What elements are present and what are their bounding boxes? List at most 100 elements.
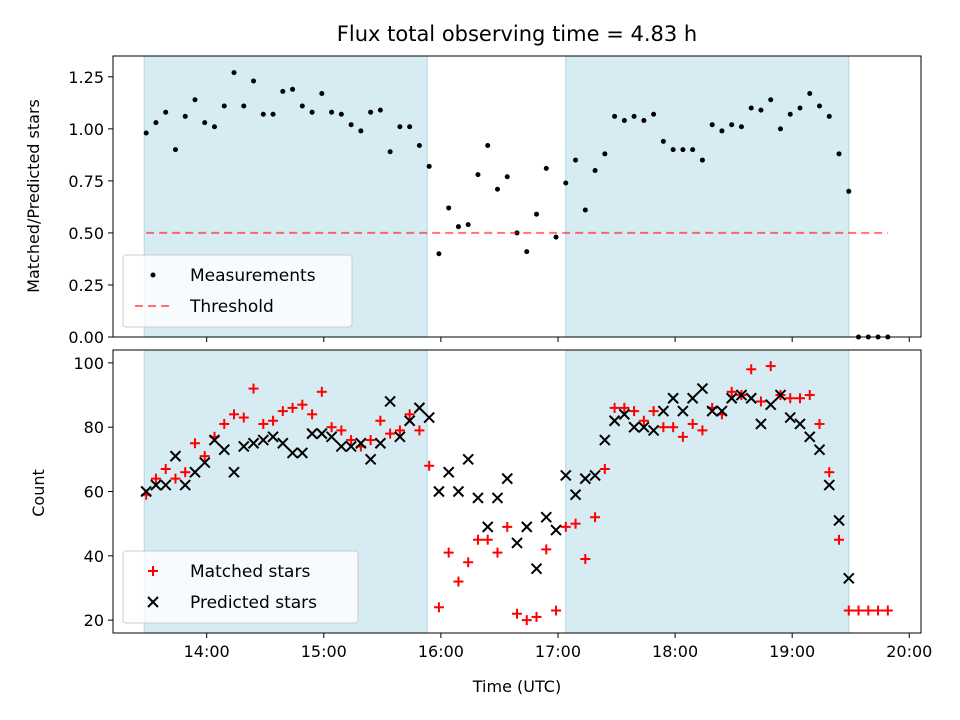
- predicted-stars-point: [618, 408, 631, 421]
- matched-stars-point: [307, 409, 318, 420]
- bottom-panel: 20 40 60 80 100 14:00 15:00 16:00 17:00 18:00 19:…: [29, 349, 932, 696]
- top-y-tick-label: 0.25: [68, 276, 104, 295]
- measurements-point: [534, 211, 540, 217]
- matched-stars-point: [492, 547, 503, 558]
- measurements-point: [358, 128, 364, 134]
- predicted-stars-point: [696, 382, 709, 395]
- predicted-stars-point: [804, 431, 816, 443]
- matched-stars-point: [785, 393, 796, 404]
- matched-stars-point: [814, 418, 825, 429]
- measurements-point: [768, 97, 774, 103]
- predicted-stars-point: [150, 479, 162, 491]
- measurements-point: [543, 165, 549, 171]
- matched-stars-point: [268, 415, 279, 426]
- matched-stars-point: [472, 534, 483, 545]
- matched-stars-point: [599, 463, 610, 474]
- predicted-stars-point: [843, 572, 855, 585]
- matched-stars-point: [150, 473, 161, 484]
- predicted-stars-point: [579, 472, 592, 485]
- predicted-stars-point: [667, 392, 679, 404]
- legend-matched-stars-label: Matched stars: [190, 562, 310, 582]
- predicted-stars-point: [325, 431, 338, 443]
- measurements-point: [582, 207, 588, 213]
- measurements-point: [299, 103, 305, 109]
- matched-stars-point: [834, 534, 845, 545]
- measurements-point: [651, 111, 657, 117]
- measurements-point: [387, 149, 393, 155]
- matched-stars-point: [853, 605, 864, 616]
- measurements-point: [309, 109, 315, 115]
- measurements-point: [797, 105, 803, 111]
- matched-stars-point: [531, 611, 542, 622]
- measurements-point: [485, 143, 491, 149]
- predicted-stars-point: [355, 437, 367, 449]
- matched-stars-point: [697, 425, 708, 436]
- top-y-tick-label: 1.25: [68, 68, 104, 87]
- predicted-stars-point: [247, 437, 260, 449]
- matched-stars-point: [336, 425, 347, 436]
- predicted-stars-point: [628, 421, 640, 433]
- predicted-stars-point: [199, 456, 211, 469]
- top-legend: Measurements Threshold: [122, 254, 353, 328]
- predicted-stars-point: [560, 469, 572, 482]
- matched-stars-point: [629, 406, 640, 417]
- predicted-stars-point: [530, 562, 543, 575]
- predicted-stars-point: [238, 440, 250, 453]
- matched-stars-point: [219, 418, 230, 429]
- measurements-point: [241, 103, 247, 109]
- bottom-x-tick-label: 20:00: [886, 642, 932, 661]
- matched-stars-point: [570, 518, 581, 529]
- bottom-y-tick-label: 100: [73, 354, 104, 373]
- measurements-point: [416, 143, 422, 149]
- measurements-point: [231, 70, 237, 76]
- figure-title: Flux total observing time = 4.83 h: [337, 22, 697, 46]
- measurements-point: [826, 113, 832, 119]
- predicted-stars-point: [511, 537, 523, 549]
- predicted-stars-point: [794, 418, 806, 430]
- legend-predicted-stars-marker: [147, 596, 159, 608]
- matched-stars-point: [677, 431, 688, 442]
- predicted-stars-point: [608, 415, 621, 427]
- predicted-stars-point: [735, 389, 748, 401]
- matched-stars-point: [248, 383, 259, 394]
- predicted-stars-point: [257, 434, 269, 446]
- predicted-stars-point: [277, 437, 289, 449]
- matched-stars-point: [541, 544, 552, 555]
- matched-stars-point: [170, 473, 181, 484]
- predicted-stars-point: [657, 405, 670, 417]
- matched-stars-point: [551, 605, 562, 616]
- matched-stars-point: [316, 386, 327, 397]
- predicted-stars-point: [521, 521, 533, 533]
- predicted-stars-point: [491, 492, 504, 504]
- measurements-point: [270, 111, 276, 117]
- predicted-stars-point: [462, 453, 474, 466]
- measurements-point: [524, 249, 530, 255]
- measurements-point: [846, 188, 852, 194]
- measurements-point: [397, 124, 403, 130]
- matched-stars-point: [346, 435, 357, 446]
- matched-stars-point: [765, 361, 776, 372]
- predicted-stars-point: [569, 489, 582, 501]
- predicted-stars-point: [706, 405, 718, 417]
- top-y-tick-label: 0.00: [68, 328, 104, 347]
- matched-stars-point: [199, 451, 210, 462]
- matched-stars-point: [755, 396, 766, 407]
- matched-stars-point: [277, 406, 288, 417]
- measurements-point: [182, 113, 188, 119]
- measurements-point: [660, 138, 666, 144]
- predicted-stars-point: [403, 415, 416, 427]
- matched-stars-point: [638, 415, 649, 426]
- top-legend-box: [122, 254, 353, 328]
- predicted-stars-point: [218, 443, 230, 456]
- measurements-point: [836, 151, 842, 157]
- matched-stars-point: [189, 438, 200, 449]
- matched-stars-point: [160, 463, 171, 474]
- predicted-stars-point: [189, 466, 201, 478]
- measurements-point: [251, 78, 257, 84]
- matched-stars-point: [414, 425, 425, 436]
- measurements-point: [602, 151, 608, 157]
- predicted-stars-point: [208, 434, 221, 446]
- bottom-y-tick-label: 40: [84, 547, 104, 566]
- matched-stars-point: [365, 435, 376, 446]
- measurements-point: [592, 167, 598, 173]
